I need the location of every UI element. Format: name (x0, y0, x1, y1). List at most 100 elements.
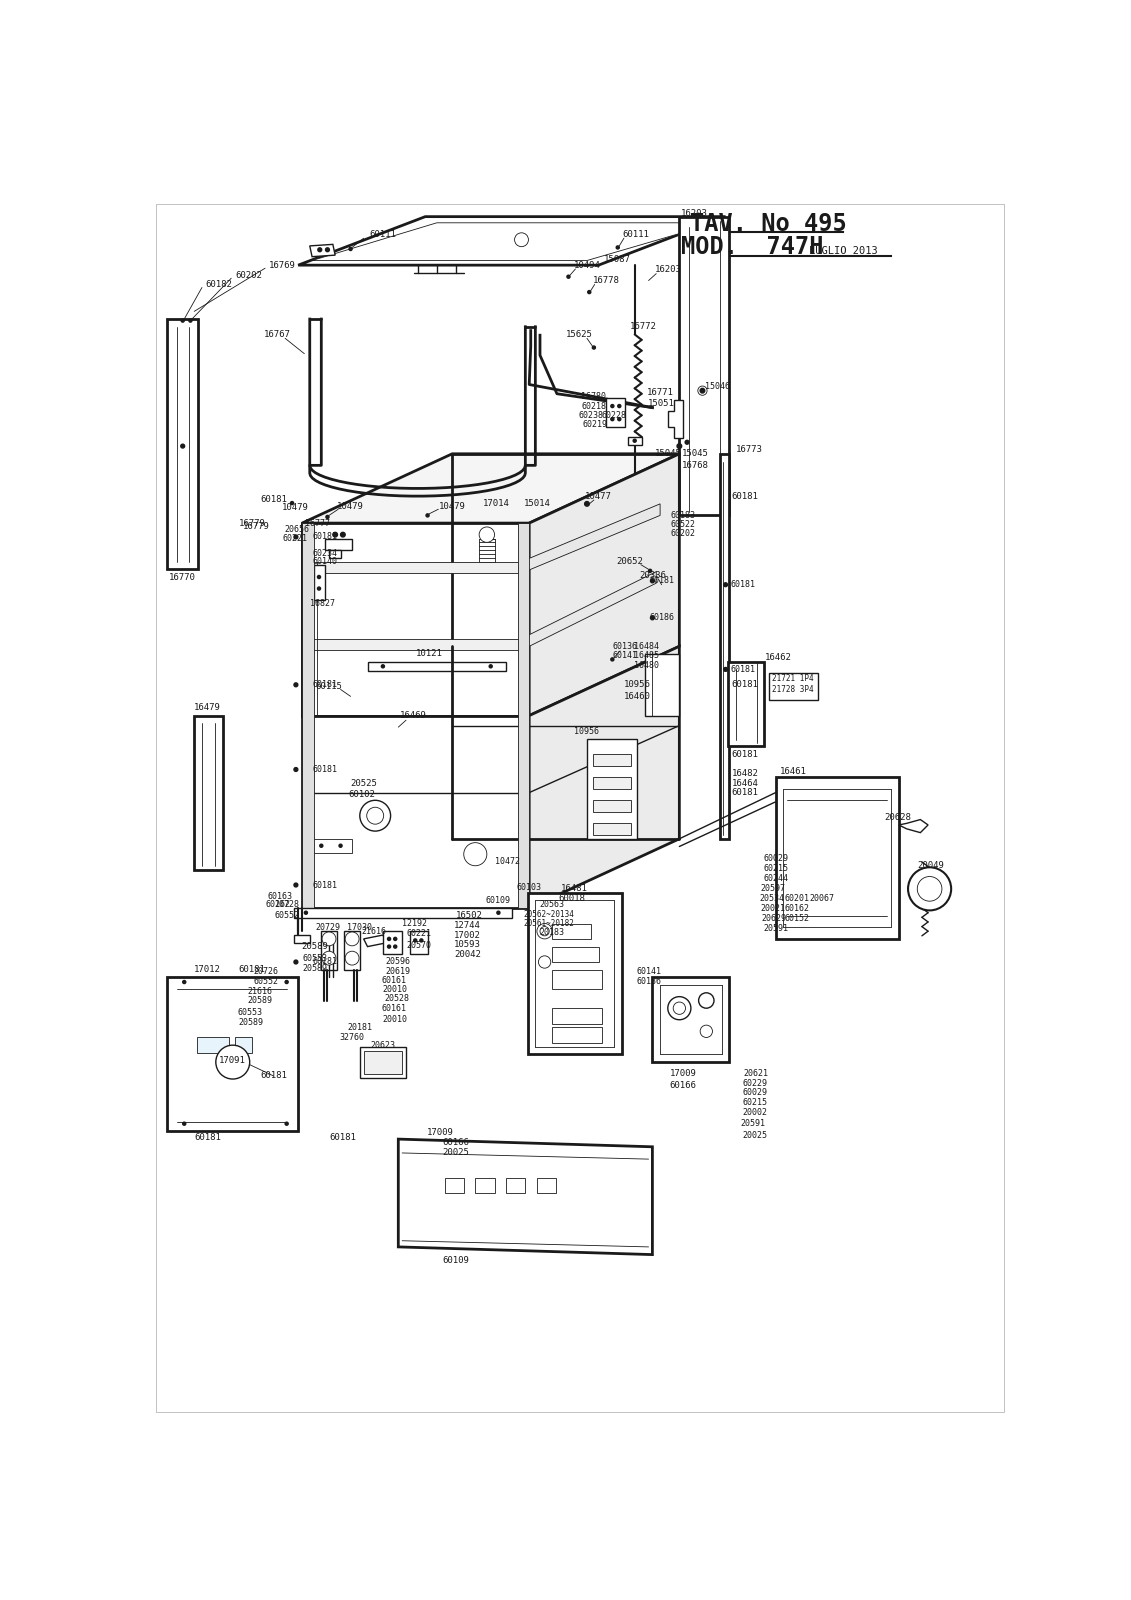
Polygon shape (606, 398, 625, 427)
Polygon shape (720, 454, 729, 838)
Text: 60221: 60221 (406, 930, 431, 938)
Circle shape (322, 931, 336, 946)
Text: 60141: 60141 (636, 966, 661, 976)
Text: 16827: 16827 (310, 600, 335, 608)
Text: 60181: 60181 (649, 576, 674, 584)
Text: 17009: 17009 (428, 1128, 454, 1138)
Polygon shape (345, 931, 360, 970)
Polygon shape (680, 216, 729, 515)
Circle shape (917, 877, 942, 901)
Circle shape (677, 443, 682, 448)
Circle shape (349, 248, 352, 251)
Circle shape (322, 952, 336, 965)
Text: 20589: 20589 (303, 963, 328, 973)
Text: 60221: 60221 (283, 534, 308, 542)
Text: 17012: 17012 (195, 965, 222, 974)
Polygon shape (776, 778, 899, 939)
Circle shape (464, 843, 486, 866)
Circle shape (538, 955, 551, 968)
Circle shape (426, 514, 429, 517)
Text: 60202: 60202 (671, 530, 696, 538)
Polygon shape (552, 970, 603, 989)
Circle shape (381, 664, 385, 667)
Text: 10593: 10593 (455, 939, 481, 949)
Text: 60202: 60202 (235, 270, 262, 280)
Text: 20597: 20597 (761, 883, 786, 893)
Polygon shape (368, 662, 506, 670)
Circle shape (420, 939, 423, 942)
Circle shape (700, 1026, 713, 1037)
Text: 60181: 60181 (313, 680, 338, 690)
Polygon shape (235, 1037, 252, 1053)
Polygon shape (310, 638, 521, 650)
Circle shape (318, 248, 321, 251)
Text: 20591: 20591 (763, 923, 788, 933)
Circle shape (183, 1122, 185, 1125)
Text: 60163: 60163 (267, 893, 292, 901)
Circle shape (685, 440, 689, 445)
Circle shape (216, 1045, 250, 1078)
Text: 20336: 20336 (639, 571, 666, 579)
Text: 60029: 60029 (763, 853, 788, 862)
Circle shape (345, 952, 359, 965)
Text: 15014: 15014 (524, 499, 551, 509)
Polygon shape (518, 523, 529, 909)
Circle shape (183, 981, 185, 984)
Circle shape (326, 248, 329, 251)
Text: 60215: 60215 (742, 1099, 767, 1107)
Circle shape (181, 445, 184, 448)
Circle shape (650, 616, 655, 619)
Polygon shape (302, 523, 529, 715)
Circle shape (699, 992, 714, 1008)
Text: 60553: 60553 (238, 1008, 264, 1016)
Text: 60181: 60181 (313, 533, 338, 541)
Text: 20589: 20589 (248, 995, 273, 1005)
Text: 60181: 60181 (313, 765, 338, 774)
Circle shape (340, 533, 345, 538)
Circle shape (318, 587, 320, 590)
Text: 60218: 60218 (581, 402, 606, 411)
Text: 10479: 10479 (439, 502, 466, 510)
Text: 60109: 60109 (442, 1256, 469, 1266)
Text: 17030: 17030 (347, 923, 372, 931)
Polygon shape (769, 674, 818, 701)
Circle shape (294, 960, 297, 963)
Polygon shape (360, 1046, 406, 1077)
Text: 20652: 20652 (616, 557, 642, 566)
Text: 20021: 20021 (760, 904, 785, 912)
Text: 16462: 16462 (765, 653, 792, 662)
Circle shape (515, 234, 528, 246)
Polygon shape (321, 931, 337, 970)
Polygon shape (409, 931, 428, 954)
Circle shape (480, 526, 494, 542)
Text: 16469: 16469 (400, 710, 428, 720)
Circle shape (908, 867, 951, 910)
Text: 20623: 20623 (370, 1040, 396, 1050)
Text: 20010: 20010 (382, 986, 407, 994)
Circle shape (667, 997, 691, 1019)
Text: 60181: 60181 (239, 965, 265, 974)
Circle shape (388, 938, 390, 941)
Polygon shape (364, 1051, 403, 1074)
Circle shape (294, 683, 297, 686)
Text: 20726: 20726 (253, 966, 278, 976)
Polygon shape (552, 1008, 603, 1024)
Text: 60162: 60162 (266, 899, 291, 909)
Text: 60186: 60186 (649, 613, 674, 622)
Text: 20525: 20525 (351, 779, 377, 787)
Circle shape (585, 501, 589, 506)
Text: 60181: 60181 (731, 666, 756, 674)
Polygon shape (475, 1178, 494, 1194)
Circle shape (285, 1122, 288, 1125)
Circle shape (394, 938, 397, 941)
Text: 60219: 60219 (582, 421, 607, 429)
Polygon shape (302, 523, 313, 909)
Polygon shape (310, 245, 335, 256)
Polygon shape (653, 978, 729, 1062)
Circle shape (291, 501, 294, 504)
Text: 15087: 15087 (604, 256, 631, 264)
Polygon shape (593, 824, 631, 835)
Text: 20589: 20589 (302, 942, 329, 950)
Polygon shape (310, 562, 521, 573)
Text: 20628: 20628 (883, 813, 910, 822)
